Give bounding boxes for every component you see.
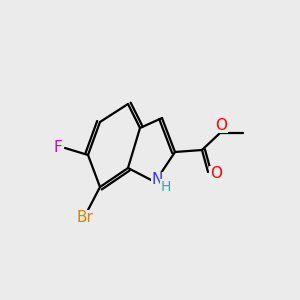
Text: H: H <box>161 180 171 194</box>
Text: O: O <box>210 167 222 182</box>
Text: N: N <box>151 172 163 188</box>
Text: Br: Br <box>76 211 93 226</box>
Text: F: F <box>54 140 62 155</box>
Text: O: O <box>215 118 227 133</box>
